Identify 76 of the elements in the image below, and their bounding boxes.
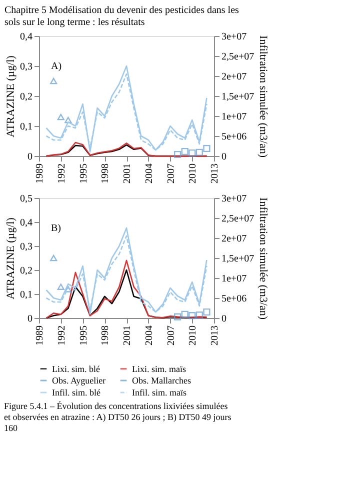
point: [57, 114, 64, 120]
y-tick-label: 0,3: [20, 62, 32, 72]
line-series: [46, 260, 208, 319]
point: [57, 284, 64, 290]
legend-label: Infil. sim. maïs: [132, 388, 187, 398]
point: [50, 254, 58, 262]
x-tick-label: 1989: [34, 326, 46, 346]
point: [203, 144, 210, 152]
y2-tick-label: 1,5e+07: [222, 254, 254, 264]
x-tick-label: 2010: [188, 164, 199, 184]
y-tick-label: 0: [28, 314, 32, 324]
annotation: B): [51, 223, 61, 234]
y-tick-label: 0,5: [20, 194, 32, 204]
point: [64, 116, 72, 124]
legend-label: Obs. Ayguelier: [52, 376, 106, 386]
y-tick-label: 0,2: [20, 266, 32, 276]
x-tick-label: 2013: [210, 164, 220, 184]
x-tick-label: 2007: [166, 326, 177, 346]
y-tick-label: 0,2: [20, 92, 32, 102]
y2-tick-label: 2e+07: [222, 234, 247, 244]
y-tick-label: 0,4: [20, 32, 32, 42]
x-tick-label: 1995: [78, 164, 90, 184]
point: [50, 78, 58, 84]
point: [181, 310, 188, 318]
point: [188, 312, 196, 320]
y2-axis-title: Infiltration simulée (m3/an): [257, 35, 270, 158]
point: [196, 312, 203, 319]
x-tick-label: 2001: [122, 164, 133, 184]
legend-label: Obs. Mallarches: [132, 376, 192, 386]
y-tick-label: 0,3: [20, 242, 32, 252]
line-series: [46, 269, 208, 319]
y2-tick-label: 0: [222, 152, 226, 162]
y2-tick-label: 1e+07: [222, 274, 247, 284]
x-tick-label: 2001: [122, 326, 133, 346]
point: [181, 148, 188, 156]
point: [174, 313, 182, 320]
y2-tick-label: 1,5e+07: [222, 92, 254, 102]
chart-title: Chapitre 5 Modélisation du devenir des pesticides dans les sols sur le long terme : les résultats: [4, 5, 240, 28]
y2-tick-label: 2,5e+07: [222, 214, 254, 224]
x-tick-label: 2004: [144, 164, 155, 184]
y2-tick-label: 2e+07: [222, 72, 247, 82]
y2-tick-label: 2,5e+07: [222, 52, 254, 62]
y2-axis-title: Infiltration simulée (m3/an): [257, 197, 270, 320]
y2-tick-label: 1e+07: [222, 112, 247, 122]
y2-tick-label: 5e+06: [222, 132, 247, 142]
legend-label: Infil. sim. blé: [52, 388, 100, 398]
y-axis-title: ATRAZINE (µg/l): [5, 55, 17, 138]
y2-tick-label: 3e+07: [222, 32, 247, 42]
y-tick-label: 0,1: [20, 122, 32, 132]
x-tick-label: 1998: [100, 164, 112, 184]
point: [174, 150, 182, 158]
annotation: A): [51, 61, 62, 72]
legend-label: Lixi. sim. maïs: [132, 364, 186, 374]
legend-label: Lixi. sim. blé: [52, 364, 100, 374]
x-tick-label: 1992: [56, 164, 68, 184]
y-tick-label: 0,4: [20, 218, 32, 228]
x-tick-label: 1992: [56, 326, 68, 346]
x-tick-label: 1998: [100, 326, 112, 346]
y-tick-label: 0: [28, 152, 32, 162]
y-axis-title: ATRAZINE (µg/l): [5, 217, 17, 300]
x-tick-label: 1995: [78, 326, 90, 346]
y2-tick-label: 0: [222, 314, 226, 324]
y-tick-label: 0,1: [20, 290, 32, 300]
point: [188, 149, 196, 157]
point: [64, 286, 72, 292]
x-tick-label: 2013: [210, 326, 220, 346]
x-tick-label: 2004: [144, 326, 155, 346]
y2-tick-label: 5e+06: [222, 294, 247, 304]
x-tick-label: 1989: [34, 164, 46, 184]
x-tick-label: 2007: [166, 164, 177, 184]
y2-tick-label: 3e+07: [222, 194, 247, 204]
text: 160: [4, 423, 18, 433]
point: [196, 148, 203, 156]
caption: Figure 5.4.1 – Évolution des concentrations lixiviées simulées et observées en atrazine : A) DT50 26 jours ; B) DT50 49 jours: [4, 401, 232, 422]
x-tick-label: 2010: [188, 326, 199, 346]
point: [203, 308, 210, 316]
